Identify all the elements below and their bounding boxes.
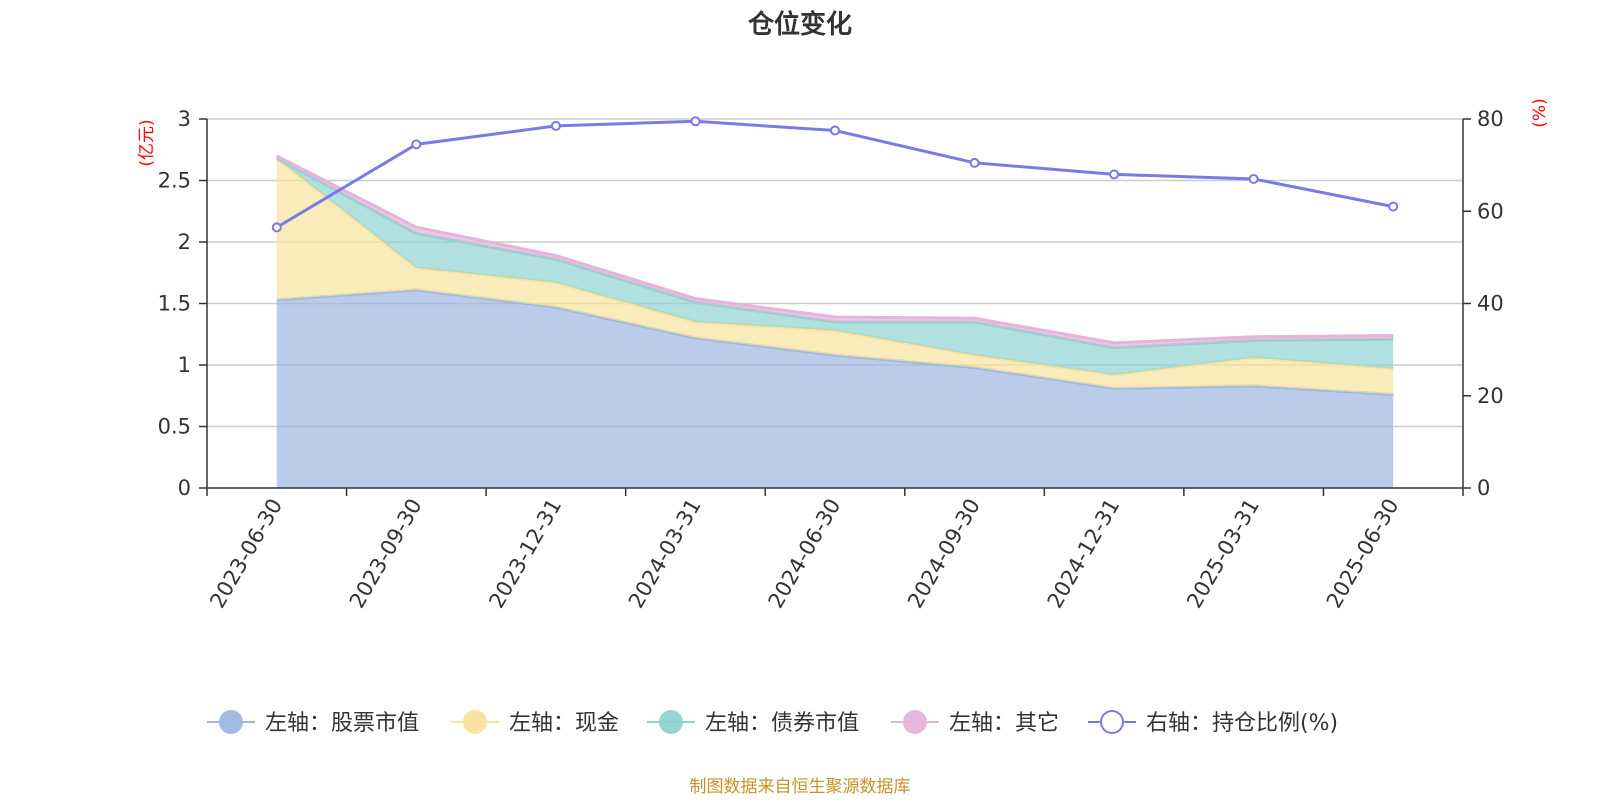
x-axis-tick-label: 2023-09-30 [345, 495, 427, 613]
x-axis-tick-label: 2025-06-30 [1322, 495, 1404, 613]
stacked-areas [275, 154, 1394, 488]
ratio-point [1388, 201, 1399, 212]
legend: 左轴：股票市值 左轴：现金 左轴：债券市值 左轴：其它 右轴：持仓比例(%) [207, 710, 1338, 736]
x-axis-tick-label: 2024-12-31 [1043, 495, 1125, 613]
chart-title: 仓位变化 [747, 9, 852, 40]
right-axis-unit: (%) [1530, 98, 1550, 127]
legend-label: 右轴：持仓比例(%) [1146, 711, 1338, 736]
x-axis-tick-label: 2023-12-31 [484, 495, 566, 613]
legend-marker [219, 710, 243, 734]
legend-marker [1100, 710, 1124, 734]
right-axis-tick-label: 0 [1477, 476, 1490, 500]
x-axis-tick-label: 2024-09-30 [903, 495, 985, 613]
x-axis-tick-label: 2025-03-31 [1182, 495, 1264, 613]
left-axis-unit: (亿元) [137, 119, 157, 166]
ratio-point [1248, 173, 1259, 184]
right-axis-tick-label: 20 [1477, 384, 1504, 408]
left-axis-tick-label: 0.5 [158, 415, 191, 439]
left-axis-tick-label: 3 [178, 107, 191, 131]
legend-marker [659, 710, 683, 734]
area-series-4-edge [276, 154, 1394, 345]
x-axis-tick-label: 2024-06-30 [764, 495, 846, 613]
legend-marker [903, 710, 927, 734]
area-series-2 [276, 158, 1394, 395]
x-axis-tick-label: 2024-03-31 [624, 495, 706, 613]
left-axis-tick-label: 1.5 [158, 292, 191, 316]
source-note: 制图数据来自恒生聚源数据库 [690, 777, 911, 797]
ratio-point [550, 120, 561, 131]
left-axis-tick-label: 1 [178, 353, 191, 377]
legend-marker [463, 710, 487, 734]
legend-label: 左轴：股票市值 [265, 711, 419, 736]
x-axis-tick-label: 2023-06-30 [205, 495, 287, 613]
right-axis-tick-label: 40 [1477, 292, 1504, 316]
ratio-point [830, 125, 840, 136]
area-series-3 [276, 158, 1394, 375]
legend-label: 左轴：其它 [949, 711, 1059, 736]
ratio-point [271, 222, 282, 233]
ratio-point [1109, 169, 1120, 180]
left-axis-tick-label: 2.5 [158, 169, 191, 193]
ratio-line [271, 116, 1399, 233]
ratio-point [411, 139, 422, 150]
left-axis-tick-label: 0 [178, 476, 191, 500]
right-axis-tick-label: 80 [1477, 107, 1504, 131]
left-axis-tick-label: 2 [178, 230, 191, 254]
ratio-line-path [276, 119, 1394, 229]
right-axis-tick-label: 60 [1477, 199, 1504, 223]
ratio-point [690, 116, 701, 127]
ratio-point [969, 157, 980, 168]
legend-label: 左轴：现金 [509, 711, 619, 736]
area-series-1 [276, 289, 1394, 488]
legend-label: 左轴：债券市值 [705, 711, 859, 736]
